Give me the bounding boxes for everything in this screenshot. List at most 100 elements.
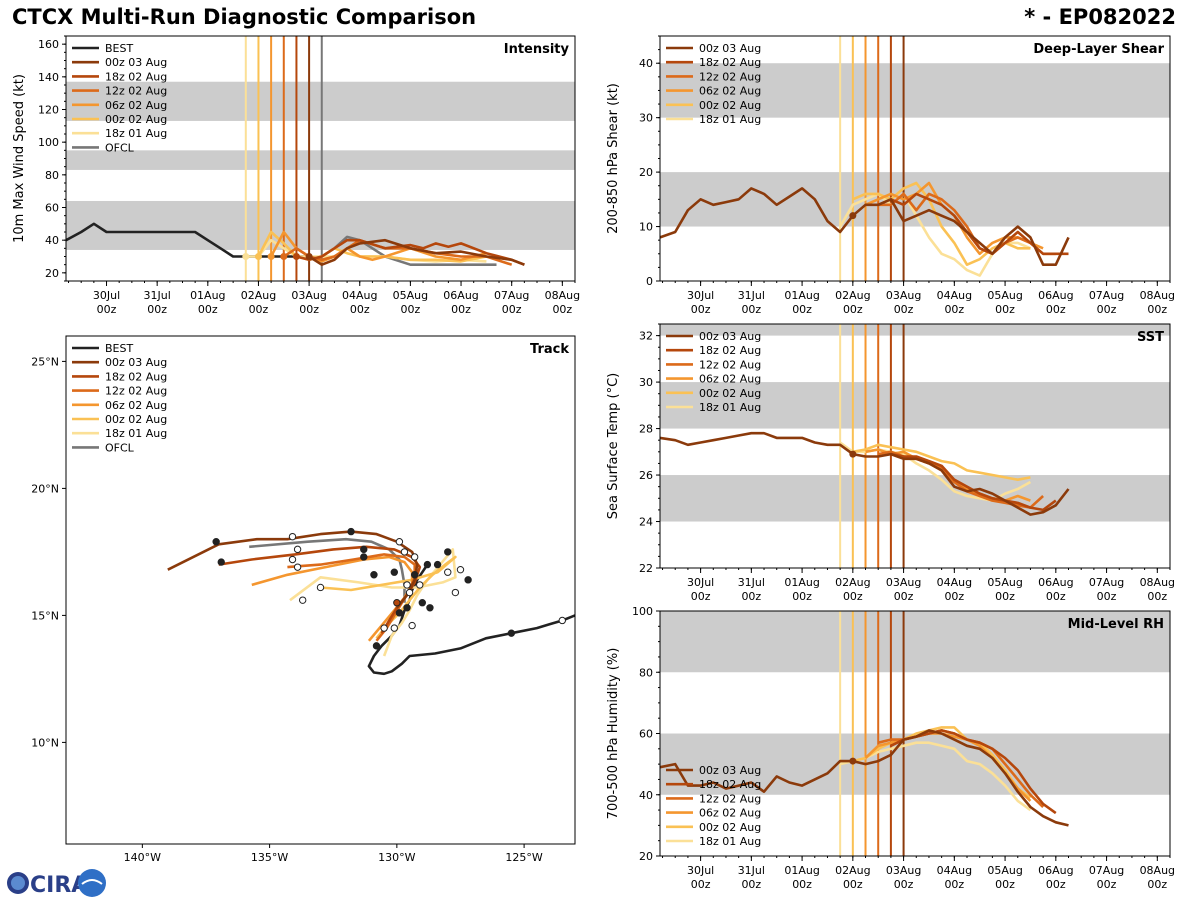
- intensity-xtick-hour-label: 00z: [97, 303, 117, 316]
- intensity-ytick-label: 140: [38, 71, 59, 84]
- shear-init-point-00z-03-aug: [849, 212, 857, 220]
- intensity-init-point-12z-02-aug: [280, 253, 288, 260]
- rh-title: Mid-Level RH: [1068, 617, 1164, 632]
- intensity-band-0: [66, 200, 575, 250]
- track-series-18z-01-aug: [289, 548, 457, 657]
- intensity-xtick-date-label: 05Aug: [393, 289, 428, 302]
- sst-xtick-hour-label: 00z: [1147, 590, 1167, 603]
- sst-xtick-date-label: 06Aug: [1038, 576, 1073, 589]
- intensity-plot-area: [66, 36, 575, 281]
- rh-xtick-date-label: 08Aug: [1140, 864, 1175, 877]
- track-position-marker: [288, 555, 297, 564]
- track-position-marker: [395, 609, 404, 617]
- rh-xtick-date-label: 31Jul: [738, 864, 765, 877]
- shear-xtick-hour-label: 00z: [995, 303, 1015, 316]
- track-ytick-label: 10°N: [31, 736, 59, 749]
- shear-xtick-date-label: 31Jul: [738, 289, 765, 302]
- intensity-panel: 2040608010012014016030Jul00z31Jul00z01Au…: [12, 35, 580, 316]
- intensity-xtick-date-label: 07Aug: [494, 289, 529, 302]
- sst-xtick-hour-label: 00z: [691, 590, 711, 603]
- rh-panel: 2040608010030Jul00z31Jul00z01Aug00z02Aug…: [606, 605, 1175, 891]
- rh-xtick-date-label: 04Aug: [937, 864, 972, 877]
- track-legend-label: OFCL: [105, 441, 135, 454]
- intensity-ylabel: 10m Max Wind Speed (kt): [12, 74, 27, 243]
- shear-xtick-hour-label: 00z: [1097, 303, 1117, 316]
- intensity-init-point-00z-02-aug: [254, 253, 262, 260]
- intensity-series-00z-03-aug: [308, 238, 525, 267]
- track-ytick-label: 15°N: [31, 609, 59, 622]
- sst-xtick-date-label: 03Aug: [886, 576, 921, 589]
- track-legend-label: 12z 02 Aug: [105, 385, 167, 398]
- shear-legend-label: 18z 02 Aug: [699, 56, 761, 69]
- track-position-marker: [451, 588, 460, 597]
- rh-xtick-date-label: 07Aug: [1089, 864, 1124, 877]
- intensity-init-point-18z-01-aug: [242, 253, 250, 260]
- shear-ytick-label: 40: [639, 57, 653, 70]
- sst-legend-label: 00z 02 Aug: [699, 387, 761, 400]
- sst-legend-label: 06z 02 Aug: [699, 373, 761, 386]
- intensity-ytick-label: 60: [45, 202, 59, 215]
- intensity-legend-label: BEST: [105, 42, 133, 55]
- intensity-xtick-hour-label: 00z: [249, 303, 269, 316]
- track-position-marker: [444, 548, 452, 556]
- rh-ytick-label: 60: [639, 728, 653, 741]
- rh-plot-area: [660, 611, 1170, 856]
- rh-legend-label: 00z 03 Aug: [699, 764, 761, 777]
- rh-legend-label: 12z 02 Aug: [699, 792, 761, 805]
- rh-xtick-hour-label: 00z: [1097, 878, 1117, 891]
- intensity-xtick-date-label: 08Aug: [545, 289, 580, 302]
- sst-frame: [659, 323, 1171, 569]
- track-legend-label: 00z 02 Aug: [105, 413, 167, 426]
- track-position-marker: [380, 624, 388, 632]
- track-position-marker: [293, 563, 302, 571]
- track-position-marker: [403, 581, 411, 589]
- sst-plot-area: [660, 324, 1170, 568]
- rh-xtick-date-label: 06Aug: [1038, 864, 1073, 877]
- intensity-legend-label: OFCL: [105, 141, 135, 154]
- intensity-ytick-label: 100: [38, 136, 59, 149]
- intensity-xtick-date-label: 31Jul: [144, 289, 171, 302]
- sst-band-1: [660, 382, 1170, 429]
- track-position-marker: [347, 527, 355, 536]
- sst-ytick-label: 26: [639, 469, 653, 482]
- rh-series-00z-02-aug: [852, 726, 1032, 799]
- sst-band-0: [660, 475, 1170, 522]
- track-position-marker: [408, 621, 416, 630]
- track-legend-label: 06z 02 Aug: [105, 399, 167, 412]
- rh-xtick-hour-label: 00z: [741, 878, 761, 891]
- shear-xtick-date-label: 08Aug: [1140, 289, 1175, 302]
- track-position-marker: [293, 545, 302, 554]
- shear-xtick-hour-label: 00z: [741, 303, 761, 316]
- shear-legend-label: 00z 03 Aug: [699, 42, 761, 55]
- sst-series-00z-03-aug: [660, 431, 1070, 516]
- track-xtick-label: 125°W: [505, 851, 542, 864]
- intensity-ytick-label: 40: [45, 234, 59, 247]
- intensity-ytick-label: 120: [38, 104, 59, 117]
- track-position-marker: [444, 568, 452, 576]
- rh-legend-label: 18z 02 Aug: [699, 778, 761, 791]
- agency-seal-icon: [78, 869, 106, 897]
- track-position-marker: [405, 588, 414, 597]
- intensity-xtick-date-label: 01Aug: [190, 289, 225, 302]
- intensity-legend-label: 18z 02 Aug: [105, 70, 167, 83]
- intensity-init-point-18z-02-aug: [292, 253, 300, 260]
- rh-xtick-hour-label: 00z: [944, 878, 964, 891]
- track-position-marker: [410, 553, 419, 561]
- intensity-series-00z-02-aug: [257, 230, 487, 263]
- shear-xtick-date-label: 06Aug: [1038, 289, 1073, 302]
- intensity-band-1: [66, 150, 575, 170]
- shear-xtick-hour-label: 00z: [1046, 303, 1066, 316]
- intensity-series-18z-02-aug: [296, 238, 525, 266]
- intensity-ytick-label: 80: [45, 169, 59, 182]
- track-ytick-label: 20°N: [31, 482, 59, 495]
- intensity-xtick-hour-label: 00z: [299, 303, 319, 316]
- track-position-marker: [558, 616, 566, 625]
- shear-plot-area: [660, 36, 1170, 281]
- track-title: Track: [530, 342, 569, 357]
- shear-ytick-label: 20: [639, 166, 653, 179]
- track-position-marker: [400, 548, 409, 556]
- intensity-xtick-hour-label: 00z: [401, 303, 421, 316]
- sst-xtick-date-label: 02Aug: [835, 576, 870, 589]
- shear-band-1: [660, 63, 1170, 118]
